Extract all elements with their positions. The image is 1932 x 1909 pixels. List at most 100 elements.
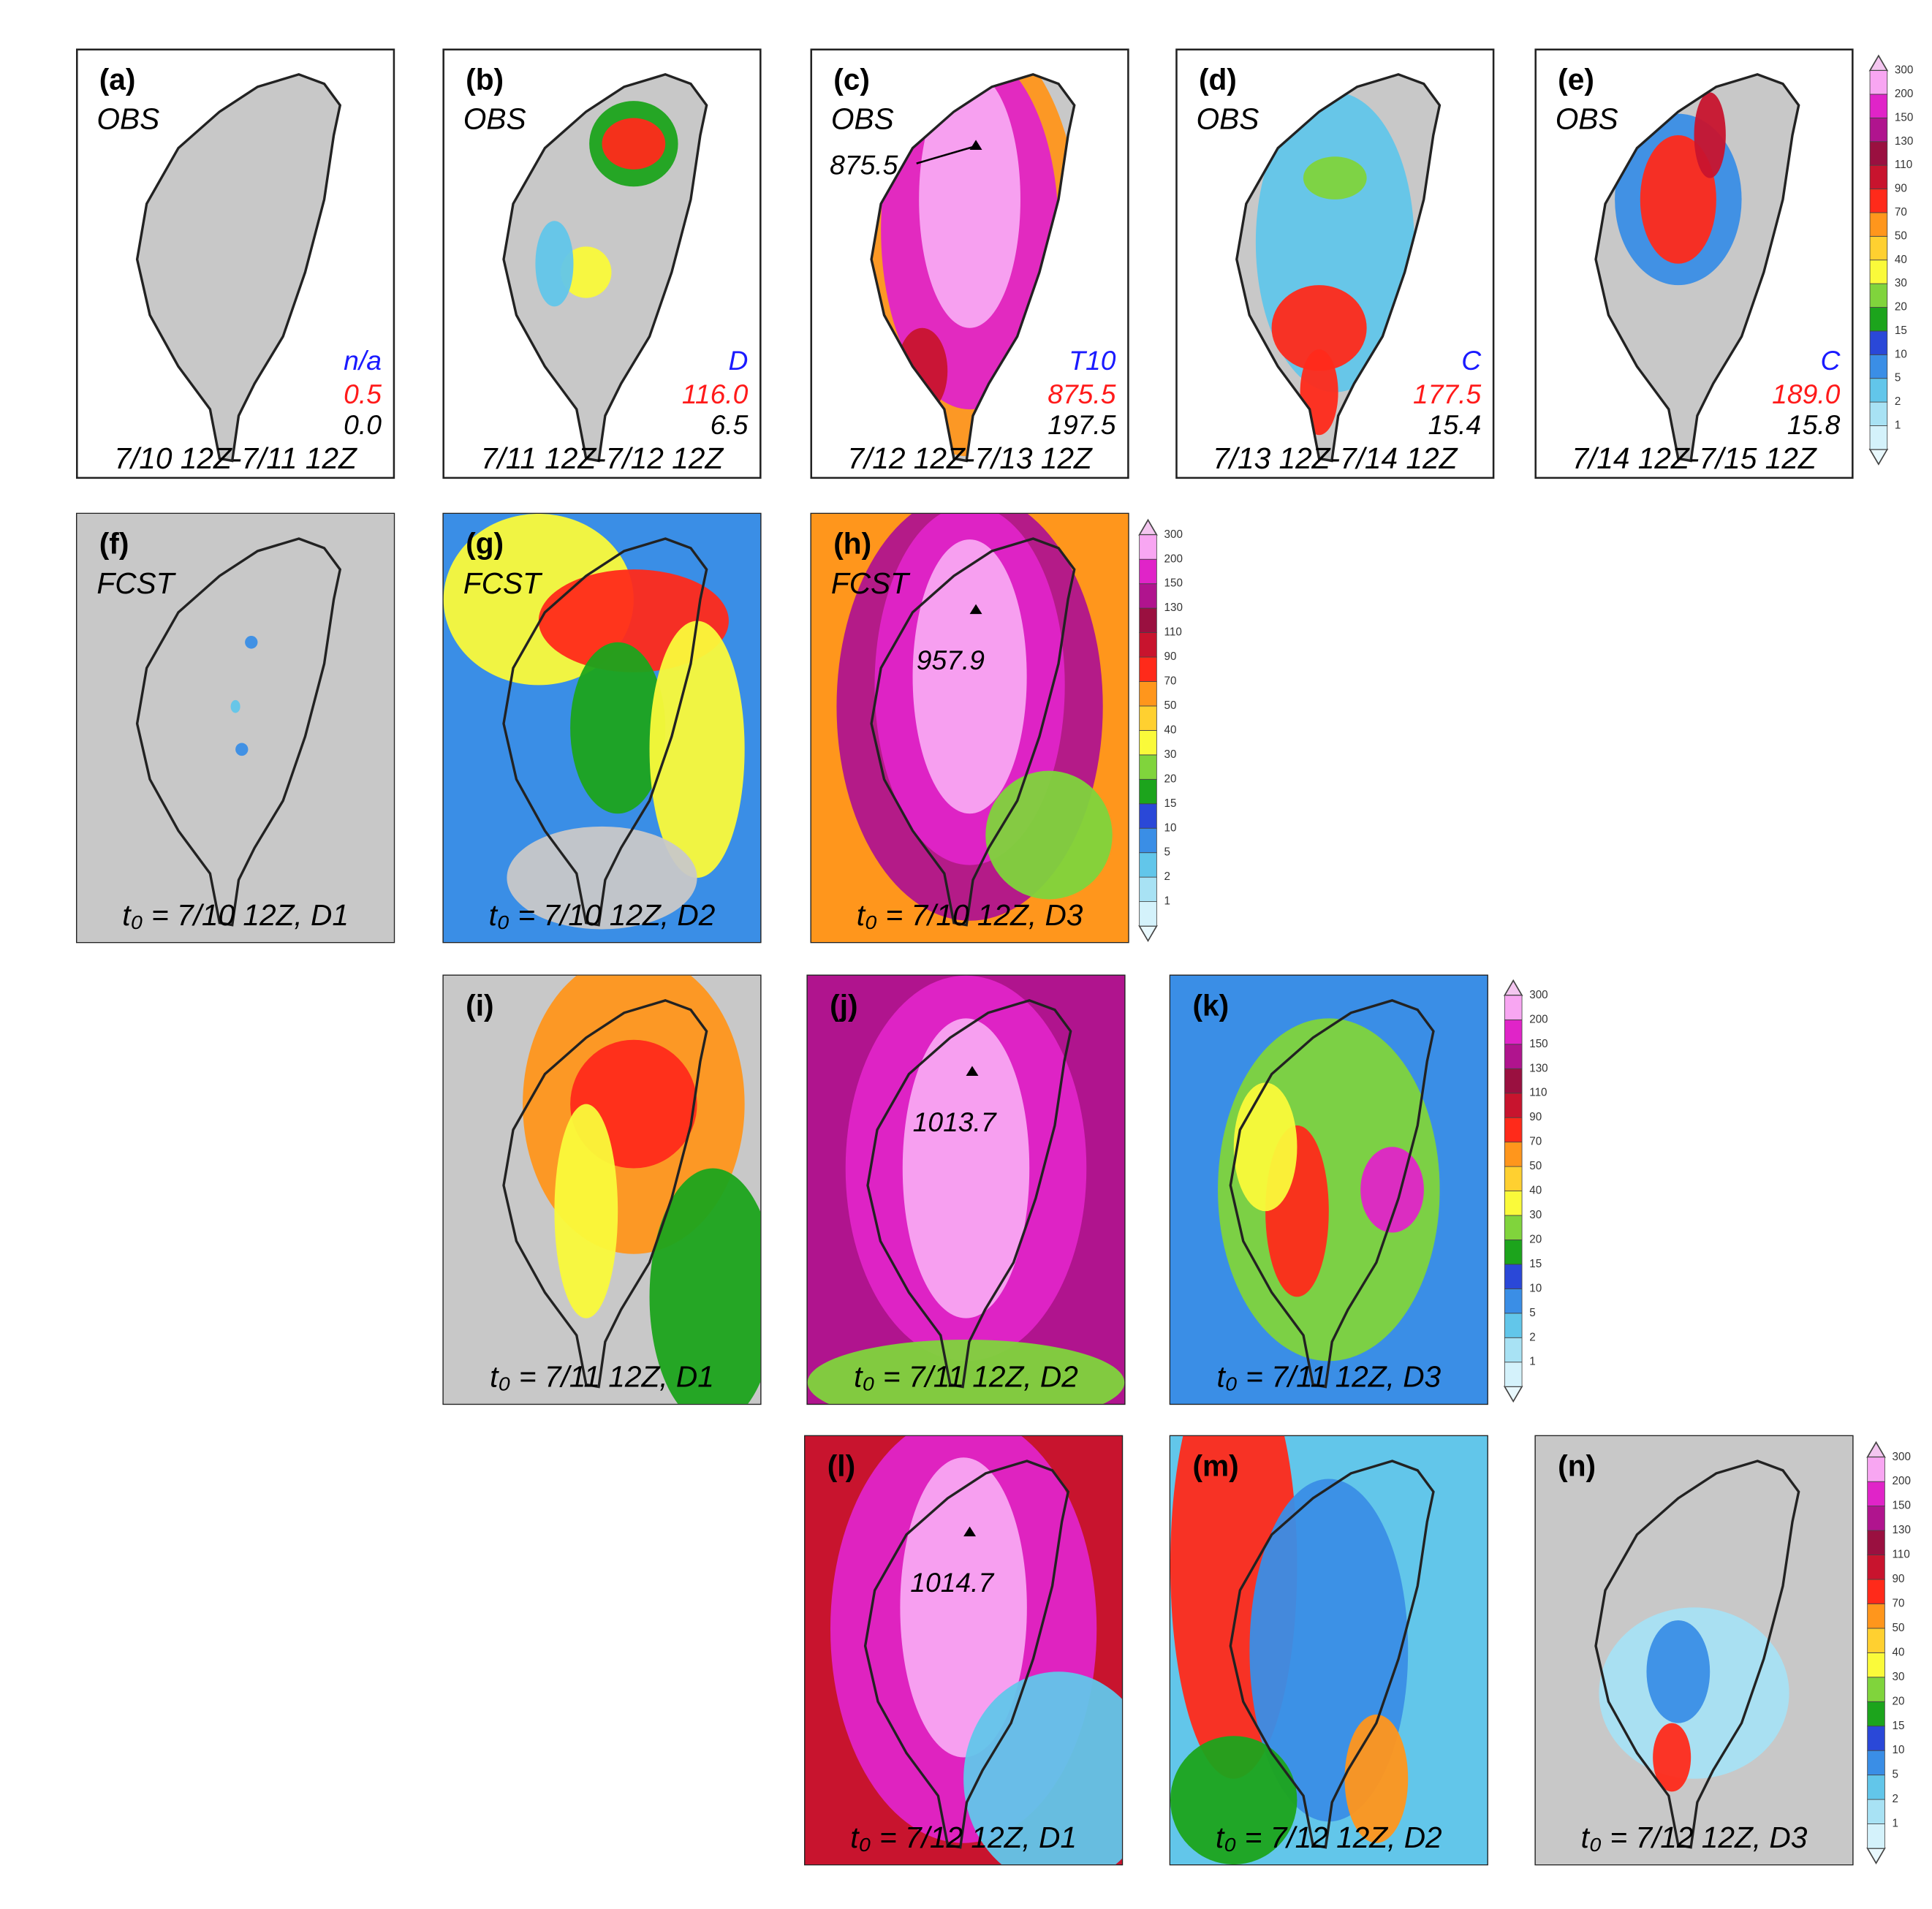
period: 7/14 12Z-7/15 12Z: [1572, 441, 1817, 475]
init-time: t₀ = 7/11 12Z, D1: [490, 1360, 714, 1394]
colorbar-label: 130: [1529, 1062, 1548, 1074]
panel-kind: FCST: [463, 566, 543, 600]
rain-area: [1344, 1714, 1409, 1843]
colorbar-cell: [1139, 754, 1157, 780]
mean-rain: 0.0: [344, 409, 382, 440]
colorbar-label: 2: [1529, 1331, 1535, 1343]
panel-label: (h): [833, 527, 871, 561]
panel-label: (b): [466, 63, 504, 96]
period: 7/11 12Z-7/12 12Z: [481, 441, 724, 475]
colorbar-bottom-arrow: [1866, 1848, 1886, 1865]
colorbar-label: 150: [1529, 1038, 1548, 1050]
map-panel: (f) FCST t₀ = 7/10 12Z, D1: [76, 512, 395, 944]
colorbar-label: 110: [1164, 626, 1182, 639]
colorbar-label: 200: [1895, 88, 1913, 100]
colorbar-cell: [1139, 876, 1157, 903]
peak-marker: [966, 1066, 979, 1077]
colorbar-cell: [1139, 827, 1157, 854]
colorbar-cell: [1139, 803, 1157, 829]
rain-field: [1615, 92, 1742, 286]
colorbar-label: 300: [1164, 528, 1183, 541]
colorbar-cell: [1867, 1530, 1885, 1555]
rain-area: [507, 826, 697, 930]
panel-label: (k): [1192, 989, 1229, 1022]
colorbar-label: 15: [1895, 325, 1907, 337]
colorbar: 1 2 5 10 15 20 30 40 50 70 90 110 130 150 200 300: [1138, 518, 1183, 943]
colorbar-label: 110: [1529, 1087, 1547, 1099]
colorbar-label: 30: [1895, 277, 1907, 289]
colorbar-label: 1: [1164, 895, 1170, 908]
colorbar-cell: [1504, 1362, 1523, 1387]
map-panel: (g) FCST t₀ = 7/10 12Z, D2: [442, 512, 762, 944]
colorbar-cell: [1139, 534, 1157, 560]
peak-marker: [969, 604, 982, 615]
colorbar-label: 30: [1164, 748, 1177, 761]
map-panel: (h) FCST t₀ = 7/10 12Z, D3 957.9: [810, 512, 1129, 944]
colorbar-label: 200: [1529, 1013, 1548, 1025]
colorbar-label: 110: [1895, 159, 1912, 171]
init-time: t₀ = 7/12 12Z, D2: [1216, 1821, 1442, 1854]
colorbar-cell: [1867, 1652, 1885, 1678]
rain-field: [1170, 975, 1488, 1404]
peak-arrow: [916, 145, 977, 164]
coastline: [502, 999, 708, 1389]
colorbar-label: 1: [1895, 420, 1901, 432]
rain-field: [805, 1435, 1122, 1865]
rain-field: [535, 101, 678, 307]
colorbar-label: 20: [1529, 1233, 1542, 1245]
colorbar-label: 15: [1529, 1258, 1542, 1270]
colorbar-label: 300: [1529, 989, 1548, 1001]
init-time: t₀ = 7/12 12Z, D3: [1581, 1821, 1808, 1854]
panel-label: (m): [1192, 1449, 1238, 1483]
colorbar-label: 150: [1164, 577, 1183, 590]
colorbar-cell: [1504, 1313, 1523, 1338]
colorbar-label: 40: [1529, 1185, 1542, 1197]
colorbar-cell: [1139, 681, 1157, 707]
panel-kind: OBS: [463, 102, 526, 136]
colorbar-cell: [1869, 117, 1888, 143]
period: 7/13 12Z-7/14 12Z: [1213, 441, 1458, 475]
colorbar-cell: [1869, 212, 1888, 237]
colorbar-cell: [1867, 1750, 1885, 1776]
coastline: [863, 1460, 1070, 1849]
colorbar-label: 300: [1895, 64, 1913, 77]
colorbar-label: 130: [1895, 135, 1913, 148]
mean-rain: 197.5: [1048, 409, 1115, 440]
coastline: [502, 73, 708, 463]
colorbar: 1 2 5 10 15 20 30 40 50 70 90 110 130 150 200 300: [1503, 979, 1548, 1403]
peak-marker: [963, 1526, 977, 1537]
rain-field: [443, 513, 761, 943]
peak-marker: [969, 140, 982, 150]
colorbar-label: 1: [1529, 1356, 1535, 1368]
rain-area: [912, 539, 1027, 814]
colorbar-cell: [1504, 1264, 1523, 1289]
panel-kind: FCST: [831, 566, 911, 600]
max-rain: 0.5: [344, 379, 382, 409]
colorbar-cell: [1867, 1579, 1885, 1604]
rain-area: [1360, 1147, 1424, 1233]
map-panel: (i) t₀ = 7/11 12Z, D1: [442, 974, 762, 1405]
colorbar-label: 200: [1893, 1475, 1911, 1487]
panel-kind: OBS: [831, 102, 894, 136]
colorbar-cell: [1867, 1506, 1885, 1531]
colorbar-bottom-arrow: [1868, 449, 1889, 466]
init-time: t₀ = 7/11 12Z, D2: [854, 1360, 1078, 1394]
peak-value: 1014.7: [910, 1567, 994, 1598]
coastline: [1594, 73, 1800, 463]
rain-field: [807, 975, 1125, 1404]
mean-rain: 6.5: [711, 409, 749, 440]
colorbar-label: 50: [1895, 229, 1907, 242]
colorbar-cell: [1504, 995, 1523, 1020]
colorbar-label: 1: [1893, 1818, 1898, 1830]
colorbar-top-arrow: [1866, 1441, 1886, 1458]
rain-area: [1640, 134, 1716, 264]
colorbar-label: 20: [1893, 1695, 1905, 1707]
rain-area: [1646, 1620, 1711, 1723]
colorbar-label: 2: [1164, 870, 1170, 883]
panel-label: (d): [1199, 63, 1237, 96]
init-time: t₀ = 7/10 12Z, D3: [857, 898, 1083, 932]
colorbar-label: 200: [1164, 553, 1183, 565]
colorbar-label: 300: [1893, 1451, 1911, 1463]
